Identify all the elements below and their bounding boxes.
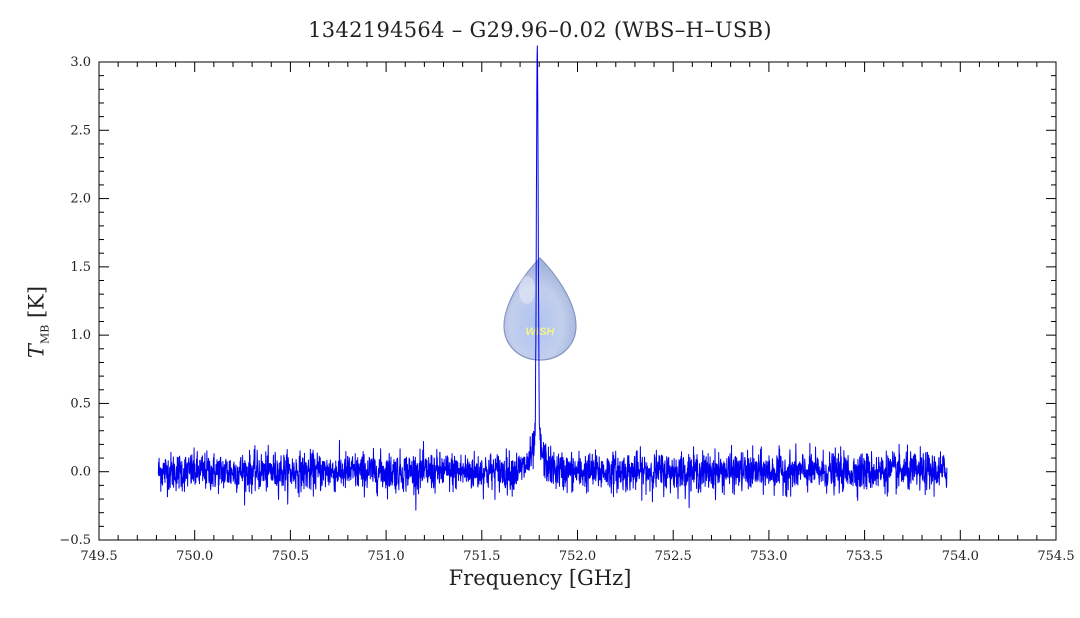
- x-axis-label: Frequency [GHz]: [448, 566, 632, 590]
- x-tick-label: 749.5: [80, 549, 117, 564]
- spectrum-line: [157, 45, 948, 511]
- y-tick-label: 1.5: [70, 260, 91, 275]
- y-tick-label: 3.0: [70, 55, 91, 70]
- x-tick-label: 753.5: [846, 549, 883, 564]
- y-axis-subscript: MB: [38, 324, 52, 345]
- x-tick-label: 751.0: [367, 549, 404, 564]
- watermark-text: WISH: [526, 326, 556, 338]
- y-tick-label: 0.5: [70, 396, 91, 411]
- x-tick-label: 754.0: [942, 549, 979, 564]
- x-tick-label: 750.5: [272, 549, 309, 564]
- y-tick-label: 2.0: [70, 192, 91, 207]
- y-tick-label: 2.5: [70, 123, 91, 138]
- x-tick-label: 752.0: [559, 549, 596, 564]
- x-tick-label: 754.5: [1037, 549, 1074, 564]
- axis-tick-labels: 749.5 750.0 750.5 751.0 751.5 752.0 752.5 753.0…: [59, 55, 1074, 564]
- axis-ticks: [98, 61, 1057, 541]
- y-tick-label: −0.5: [59, 533, 91, 548]
- y-axis-symbol: T: [24, 344, 49, 359]
- x-tick-label: 750.0: [176, 549, 213, 564]
- x-tick-label: 752.5: [655, 549, 692, 564]
- y-tick-label: 0.0: [70, 465, 91, 480]
- chart-title: 1342194564 – G29.96–0.02 (WBS–H–USB): [308, 18, 772, 42]
- wish-watermark-icon: WISH: [503, 257, 577, 361]
- x-tick-label: 753.0: [750, 549, 787, 564]
- x-tick-label: 751.5: [463, 549, 500, 564]
- y-tick-label: 1.0: [70, 328, 91, 343]
- y-axis-unit: [K]: [24, 285, 49, 319]
